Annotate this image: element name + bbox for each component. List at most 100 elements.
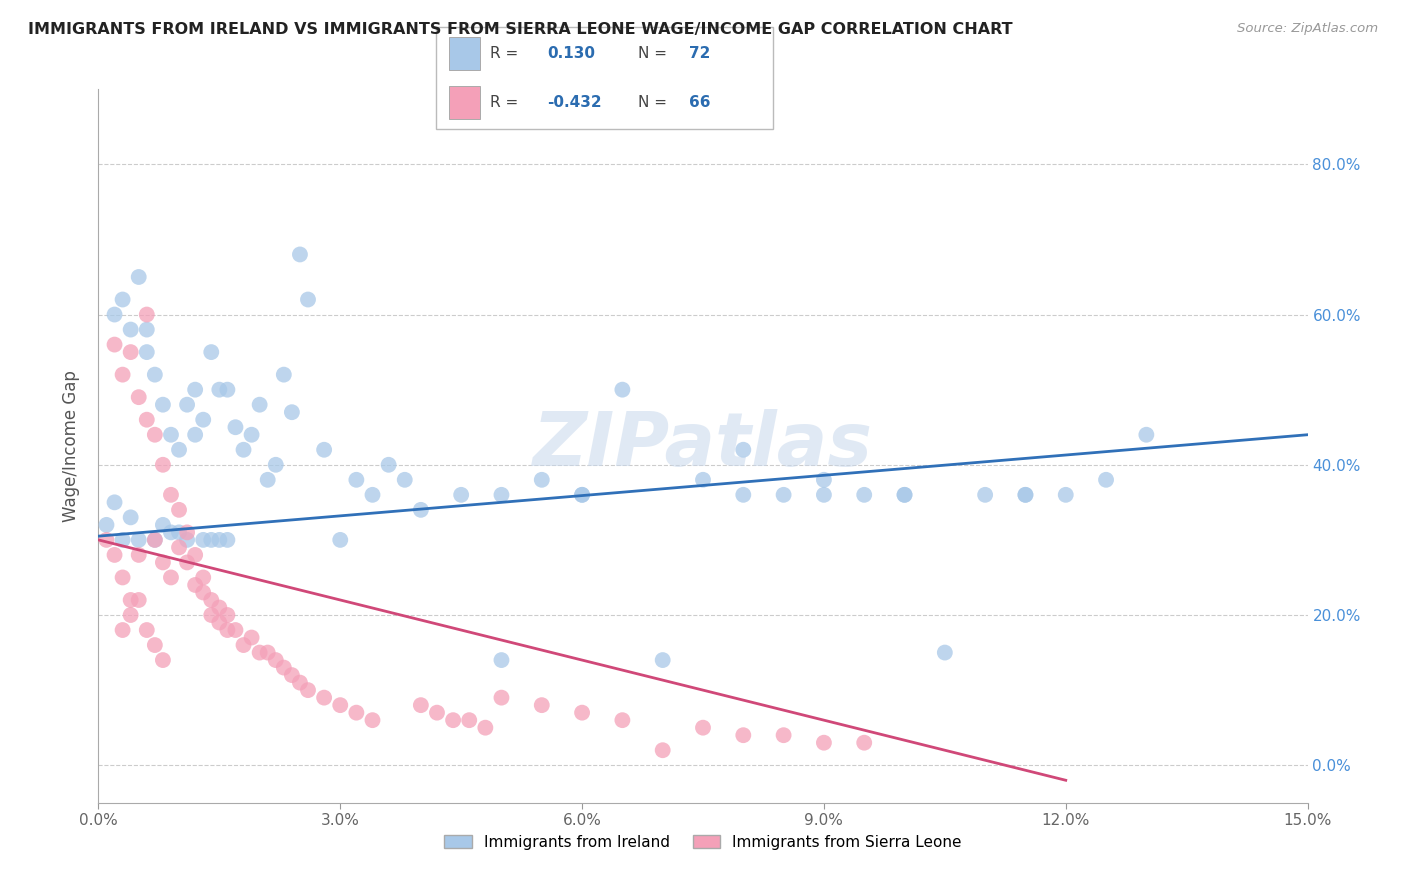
Point xyxy=(135,308,157,322)
Point xyxy=(249,646,271,660)
Point xyxy=(571,488,593,502)
Point xyxy=(458,713,481,727)
Point xyxy=(160,427,183,442)
Point xyxy=(200,593,222,607)
Point xyxy=(571,488,593,502)
Point xyxy=(208,615,231,630)
Point xyxy=(184,427,207,442)
Text: Source: ZipAtlas.com: Source: ZipAtlas.com xyxy=(1237,22,1378,36)
Point xyxy=(329,533,352,547)
Bar xyxy=(450,37,479,70)
Point xyxy=(232,442,254,457)
Point xyxy=(813,473,835,487)
Point xyxy=(103,548,125,562)
Point xyxy=(329,698,352,713)
Text: R =: R = xyxy=(489,45,517,61)
Point xyxy=(135,322,157,336)
Point xyxy=(143,533,166,547)
Point xyxy=(120,345,142,359)
Point xyxy=(184,383,207,397)
Point xyxy=(264,653,287,667)
Point xyxy=(491,690,513,705)
Point xyxy=(733,488,755,502)
Bar xyxy=(450,87,479,119)
Point xyxy=(152,653,174,667)
Point xyxy=(217,607,239,622)
Point xyxy=(491,488,513,502)
Point xyxy=(176,525,198,540)
Point xyxy=(651,743,673,757)
Point xyxy=(249,398,271,412)
Text: N =: N = xyxy=(638,45,668,61)
Point xyxy=(281,668,304,682)
Point xyxy=(111,533,134,547)
Point xyxy=(152,458,174,472)
Point xyxy=(297,683,319,698)
Point xyxy=(217,383,239,397)
Point xyxy=(160,525,183,540)
Point xyxy=(297,293,319,307)
Point xyxy=(974,488,997,502)
Point xyxy=(224,623,246,637)
Point xyxy=(143,427,166,442)
Point xyxy=(152,398,174,412)
Point xyxy=(128,533,150,547)
Point xyxy=(344,473,367,487)
Point xyxy=(167,525,190,540)
Point xyxy=(1014,488,1036,502)
Point xyxy=(160,570,183,584)
Point xyxy=(111,570,134,584)
Point xyxy=(96,517,118,532)
Point xyxy=(813,736,835,750)
Point xyxy=(474,721,496,735)
Point xyxy=(1054,488,1077,502)
Point xyxy=(200,607,222,622)
Point xyxy=(103,337,125,351)
Text: 0.130: 0.130 xyxy=(547,45,595,61)
Point xyxy=(934,646,956,660)
Point xyxy=(96,533,118,547)
Point xyxy=(530,698,553,713)
Point xyxy=(111,293,134,307)
Point xyxy=(288,247,311,261)
Legend: Immigrants from Ireland, Immigrants from Sierra Leone: Immigrants from Ireland, Immigrants from… xyxy=(437,829,969,855)
Point xyxy=(111,368,134,382)
Point xyxy=(193,585,215,599)
Point xyxy=(893,488,915,502)
Point xyxy=(103,495,125,509)
Point xyxy=(409,503,432,517)
Point xyxy=(103,308,125,322)
Point xyxy=(135,623,157,637)
Point xyxy=(184,548,207,562)
Point xyxy=(224,420,246,434)
Point xyxy=(167,541,190,555)
Point xyxy=(111,623,134,637)
Point xyxy=(135,345,157,359)
Point xyxy=(853,488,876,502)
Point xyxy=(167,442,190,457)
Point xyxy=(651,653,673,667)
Point xyxy=(152,556,174,570)
Point xyxy=(692,473,714,487)
Point xyxy=(394,473,416,487)
Point xyxy=(200,345,222,359)
Point xyxy=(361,488,384,502)
Point xyxy=(152,517,174,532)
Point xyxy=(176,556,198,570)
Point xyxy=(1095,473,1118,487)
Point xyxy=(772,728,794,742)
Point xyxy=(256,646,278,660)
Point xyxy=(733,728,755,742)
Point xyxy=(143,533,166,547)
Point xyxy=(160,488,183,502)
Point xyxy=(217,623,239,637)
Point xyxy=(273,660,295,674)
Point xyxy=(208,533,231,547)
Point xyxy=(409,698,432,713)
Point xyxy=(143,368,166,382)
Point xyxy=(571,706,593,720)
Point xyxy=(377,458,399,472)
Point xyxy=(361,713,384,727)
Point xyxy=(733,442,755,457)
Point xyxy=(120,322,142,336)
